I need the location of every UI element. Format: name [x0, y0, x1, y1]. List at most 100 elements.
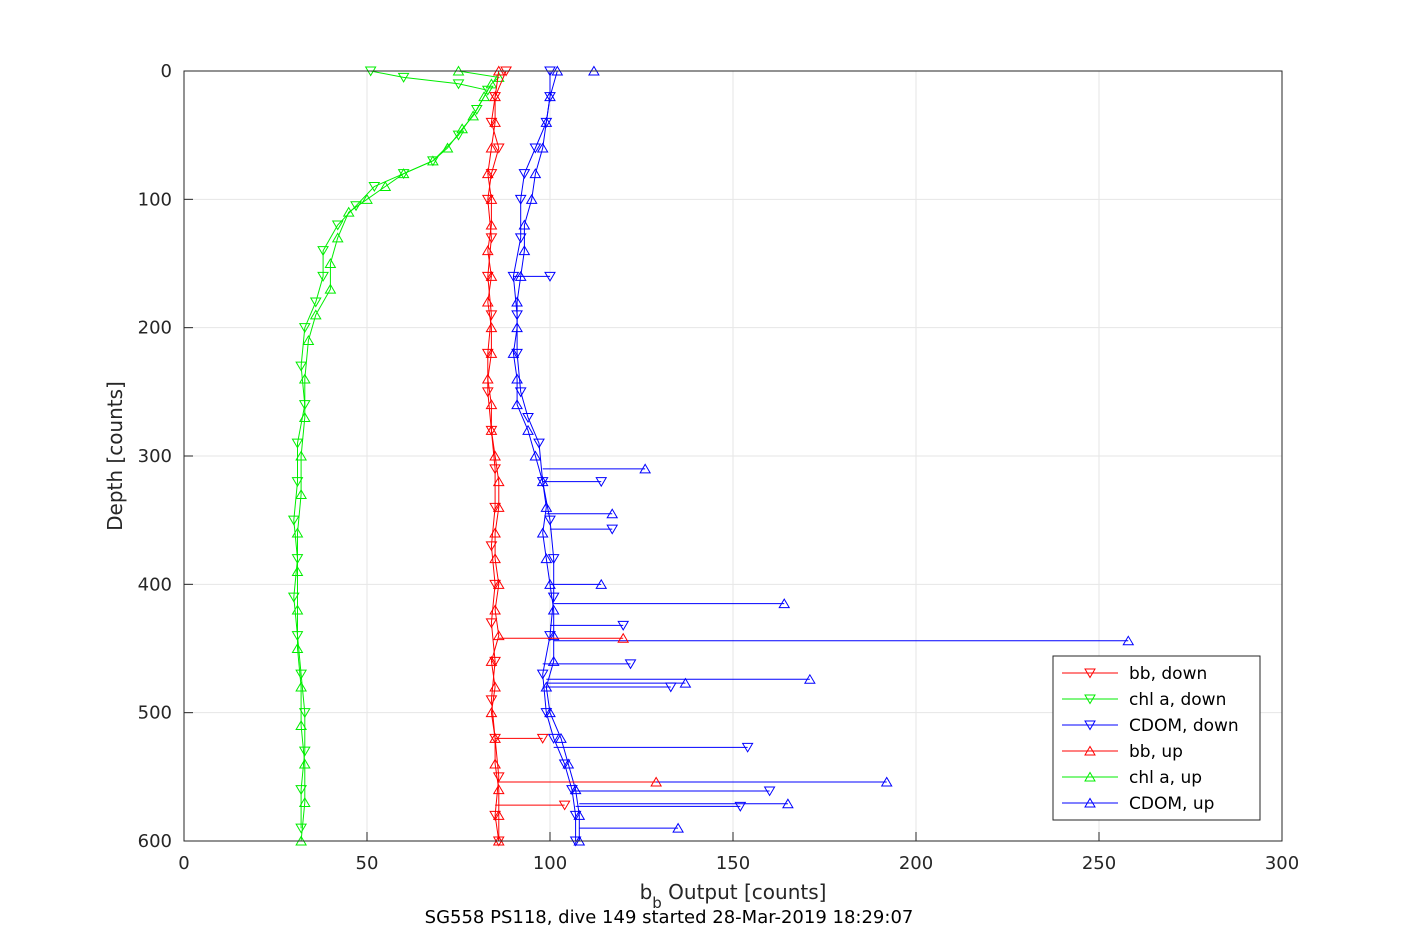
data-point [529, 143, 542, 154]
legend-marker [1084, 668, 1096, 679]
data-point [489, 656, 501, 667]
data-point [511, 373, 523, 384]
series-line [512, 70, 580, 841]
data-point [489, 464, 501, 475]
data-point [540, 501, 553, 512]
spike-point [782, 798, 794, 809]
spike-point [803, 673, 816, 684]
data-point [485, 618, 498, 629]
data-point [478, 91, 490, 102]
data-point [481, 194, 494, 205]
data-point [492, 578, 505, 589]
data-point [295, 669, 307, 680]
legend-label: bb, down [1129, 664, 1207, 684]
x-tick-label: 250 [1082, 853, 1116, 874]
data-point [291, 527, 304, 538]
data-point [522, 413, 534, 423]
data-point [566, 785, 578, 796]
spike-point [536, 733, 549, 744]
data-point [525, 193, 538, 204]
data-point [489, 681, 501, 692]
spike-point [741, 742, 754, 753]
data-point [467, 110, 480, 121]
data-point [511, 348, 523, 359]
spike-group [498, 632, 663, 787]
spike-point [544, 271, 556, 282]
data-point [533, 438, 545, 449]
data-point [492, 772, 505, 783]
data-point [485, 219, 498, 230]
data-point [492, 71, 505, 82]
data-point [514, 233, 527, 244]
data-point [489, 579, 501, 590]
spike-point [617, 620, 630, 631]
data-point [485, 310, 498, 321]
y-tick-label: 500 [138, 703, 172, 724]
spike-point [778, 598, 791, 609]
spike-point [624, 659, 637, 670]
data-point [481, 387, 494, 398]
legend-entry: bb, up [1062, 742, 1183, 762]
data-point [287, 592, 300, 603]
data-point [309, 297, 322, 308]
data-point [309, 309, 322, 320]
data-point [547, 592, 560, 603]
data-point [485, 347, 498, 358]
data-point [397, 168, 410, 179]
series-cdom-up [507, 65, 586, 846]
data-point [295, 489, 307, 499]
data-point [379, 181, 392, 191]
figure-caption: SG558 PS118, dive 149 started 28-Mar-201… [425, 907, 914, 928]
data-point [489, 553, 501, 564]
data-point [324, 283, 337, 294]
data-point [298, 323, 311, 334]
data-point [456, 123, 469, 134]
data-point [470, 105, 483, 115]
data-point [489, 116, 501, 127]
data-point [489, 810, 501, 821]
data-point [540, 553, 553, 564]
data-point [441, 142, 454, 153]
data-point [485, 78, 498, 89]
data-point [485, 541, 498, 552]
spike-point [1122, 635, 1135, 646]
series-line [512, 71, 577, 841]
data-point [492, 630, 505, 641]
spike-point [639, 463, 652, 474]
data-point [481, 348, 494, 359]
data-point [481, 271, 494, 282]
data-point [562, 758, 575, 769]
legend-label: CDOM, up [1129, 794, 1214, 814]
data-point [540, 708, 553, 719]
x-tick-label: 50 [356, 853, 379, 874]
data-point [302, 335, 315, 345]
data-point [481, 373, 494, 384]
data-point [295, 785, 307, 796]
data-point [350, 201, 362, 212]
data-point [492, 809, 505, 820]
legend-box [1052, 655, 1261, 821]
data-point [529, 450, 542, 461]
legend-marker [1084, 771, 1096, 782]
data-point [287, 515, 300, 526]
y-tick-label: 400 [138, 574, 172, 595]
series-line [487, 70, 500, 841]
data-point [536, 527, 549, 538]
data-point [485, 655, 498, 666]
spike-point [595, 578, 608, 589]
data-point [295, 450, 307, 461]
data-point [485, 695, 498, 706]
data-point [481, 296, 494, 307]
data-point [298, 412, 311, 422]
x-tick-label: 150 [716, 853, 750, 874]
data-point [295, 720, 307, 730]
data-point [489, 604, 501, 615]
data-point [291, 566, 304, 576]
data-point [331, 220, 344, 231]
data-point [291, 604, 304, 615]
data-point [481, 245, 494, 256]
data-point [511, 322, 523, 333]
data-point [547, 733, 560, 744]
legend-marker [1084, 720, 1096, 731]
legend-marker [1084, 694, 1096, 705]
